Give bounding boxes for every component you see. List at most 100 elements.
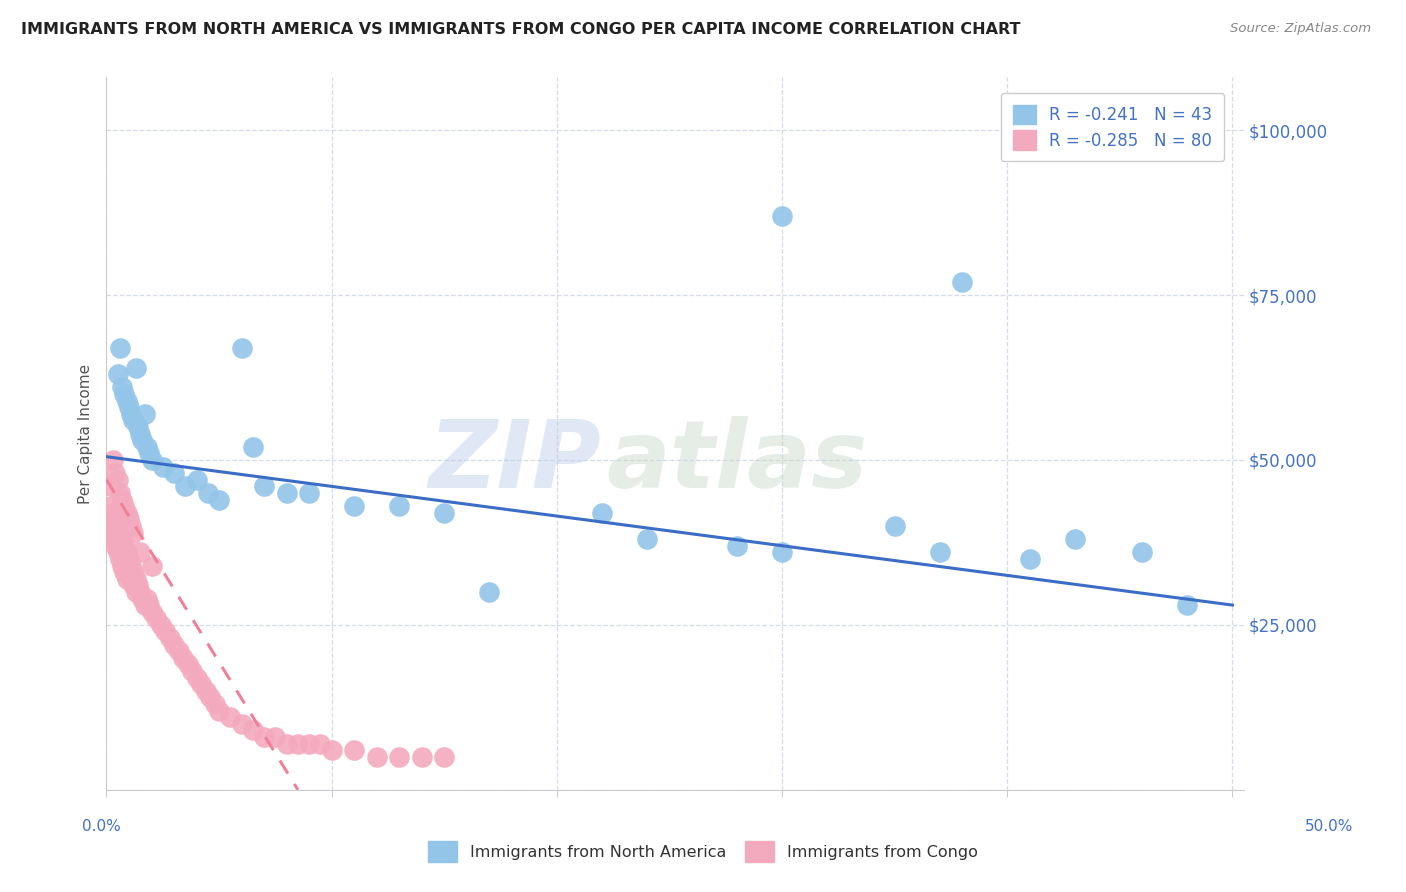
- Point: [120, 572, 142, 586]
- Point: [122, 413, 145, 427]
- Point: [107, 368, 129, 382]
- Point: [136, 440, 159, 454]
- Point: [108, 539, 131, 553]
- Point: [111, 545, 134, 559]
- Point: [114, 565, 136, 579]
- Point: [298, 737, 321, 751]
- Point: [104, 512, 127, 526]
- Point: [107, 545, 129, 559]
- Point: [1177, 598, 1199, 612]
- Point: [208, 492, 231, 507]
- Point: [114, 552, 136, 566]
- Point: [122, 578, 145, 592]
- Point: [104, 539, 127, 553]
- Text: Source: ZipAtlas.com: Source: ZipAtlas.com: [1230, 22, 1371, 36]
- Point: [129, 585, 152, 599]
- Point: [100, 479, 122, 493]
- Point: [115, 558, 138, 573]
- Point: [115, 572, 138, 586]
- Point: [298, 486, 321, 500]
- Text: 50.0%: 50.0%: [1305, 820, 1353, 834]
- Point: [167, 644, 190, 658]
- Point: [366, 749, 388, 764]
- Point: [122, 565, 145, 579]
- Point: [115, 506, 138, 520]
- Point: [159, 631, 181, 645]
- Point: [118, 565, 141, 579]
- Point: [141, 605, 163, 619]
- Point: [176, 657, 198, 672]
- Point: [287, 737, 309, 751]
- Point: [343, 499, 366, 513]
- Point: [321, 743, 343, 757]
- Point: [478, 585, 501, 599]
- Point: [104, 525, 127, 540]
- Point: [343, 743, 366, 757]
- Point: [103, 532, 125, 546]
- Point: [208, 704, 231, 718]
- Point: [125, 585, 148, 599]
- Point: [120, 407, 142, 421]
- Point: [141, 558, 163, 573]
- Point: [118, 552, 141, 566]
- Point: [172, 651, 194, 665]
- Point: [127, 578, 149, 592]
- Point: [131, 434, 153, 448]
- Point: [928, 545, 950, 559]
- Point: [770, 209, 793, 223]
- Point: [253, 730, 276, 744]
- Point: [136, 591, 159, 606]
- Point: [103, 519, 125, 533]
- Point: [204, 697, 226, 711]
- Point: [114, 539, 136, 553]
- Point: [104, 466, 127, 480]
- Point: [103, 453, 125, 467]
- Point: [152, 459, 174, 474]
- Text: IMMIGRANTS FROM NORTH AMERICA VS IMMIGRANTS FROM CONGO PER CAPITA INCOME CORRELA: IMMIGRANTS FROM NORTH AMERICA VS IMMIGRA…: [21, 22, 1021, 37]
- Point: [309, 737, 332, 751]
- Point: [198, 690, 221, 705]
- Point: [174, 479, 197, 493]
- Point: [253, 479, 276, 493]
- Point: [163, 638, 186, 652]
- Point: [138, 598, 160, 612]
- Point: [276, 486, 298, 500]
- Point: [107, 473, 129, 487]
- Point: [120, 558, 142, 573]
- Point: [118, 401, 141, 415]
- Point: [114, 387, 136, 401]
- Point: [181, 664, 204, 678]
- Text: 0.0%: 0.0%: [82, 820, 121, 834]
- Point: [1132, 545, 1154, 559]
- Point: [153, 624, 176, 639]
- Legend: R = -0.241   N = 43, R = -0.285   N = 80: R = -0.241 N = 43, R = -0.285 N = 80: [1001, 93, 1225, 161]
- Point: [276, 737, 298, 751]
- Point: [186, 671, 208, 685]
- Point: [950, 275, 973, 289]
- Y-axis label: Per Capita Income: Per Capita Income: [79, 364, 93, 504]
- Point: [111, 492, 134, 507]
- Text: ZIP: ZIP: [429, 416, 602, 508]
- Point: [194, 683, 217, 698]
- Point: [411, 749, 433, 764]
- Legend: Immigrants from North America, Immigrants from Congo: Immigrants from North America, Immigrant…: [422, 835, 984, 868]
- Point: [264, 730, 287, 744]
- Point: [129, 545, 152, 559]
- Text: atlas: atlas: [607, 416, 868, 508]
- Point: [145, 611, 167, 625]
- Point: [114, 499, 136, 513]
- Point: [107, 519, 129, 533]
- Point: [433, 506, 456, 520]
- Point: [883, 519, 905, 533]
- Point: [190, 677, 212, 691]
- Point: [388, 499, 411, 513]
- Point: [186, 473, 208, 487]
- Point: [108, 552, 131, 566]
- Point: [122, 525, 145, 540]
- Point: [231, 341, 253, 355]
- Point: [149, 618, 172, 632]
- Point: [636, 532, 658, 546]
- Point: [111, 558, 134, 573]
- Point: [100, 499, 122, 513]
- Point: [125, 572, 148, 586]
